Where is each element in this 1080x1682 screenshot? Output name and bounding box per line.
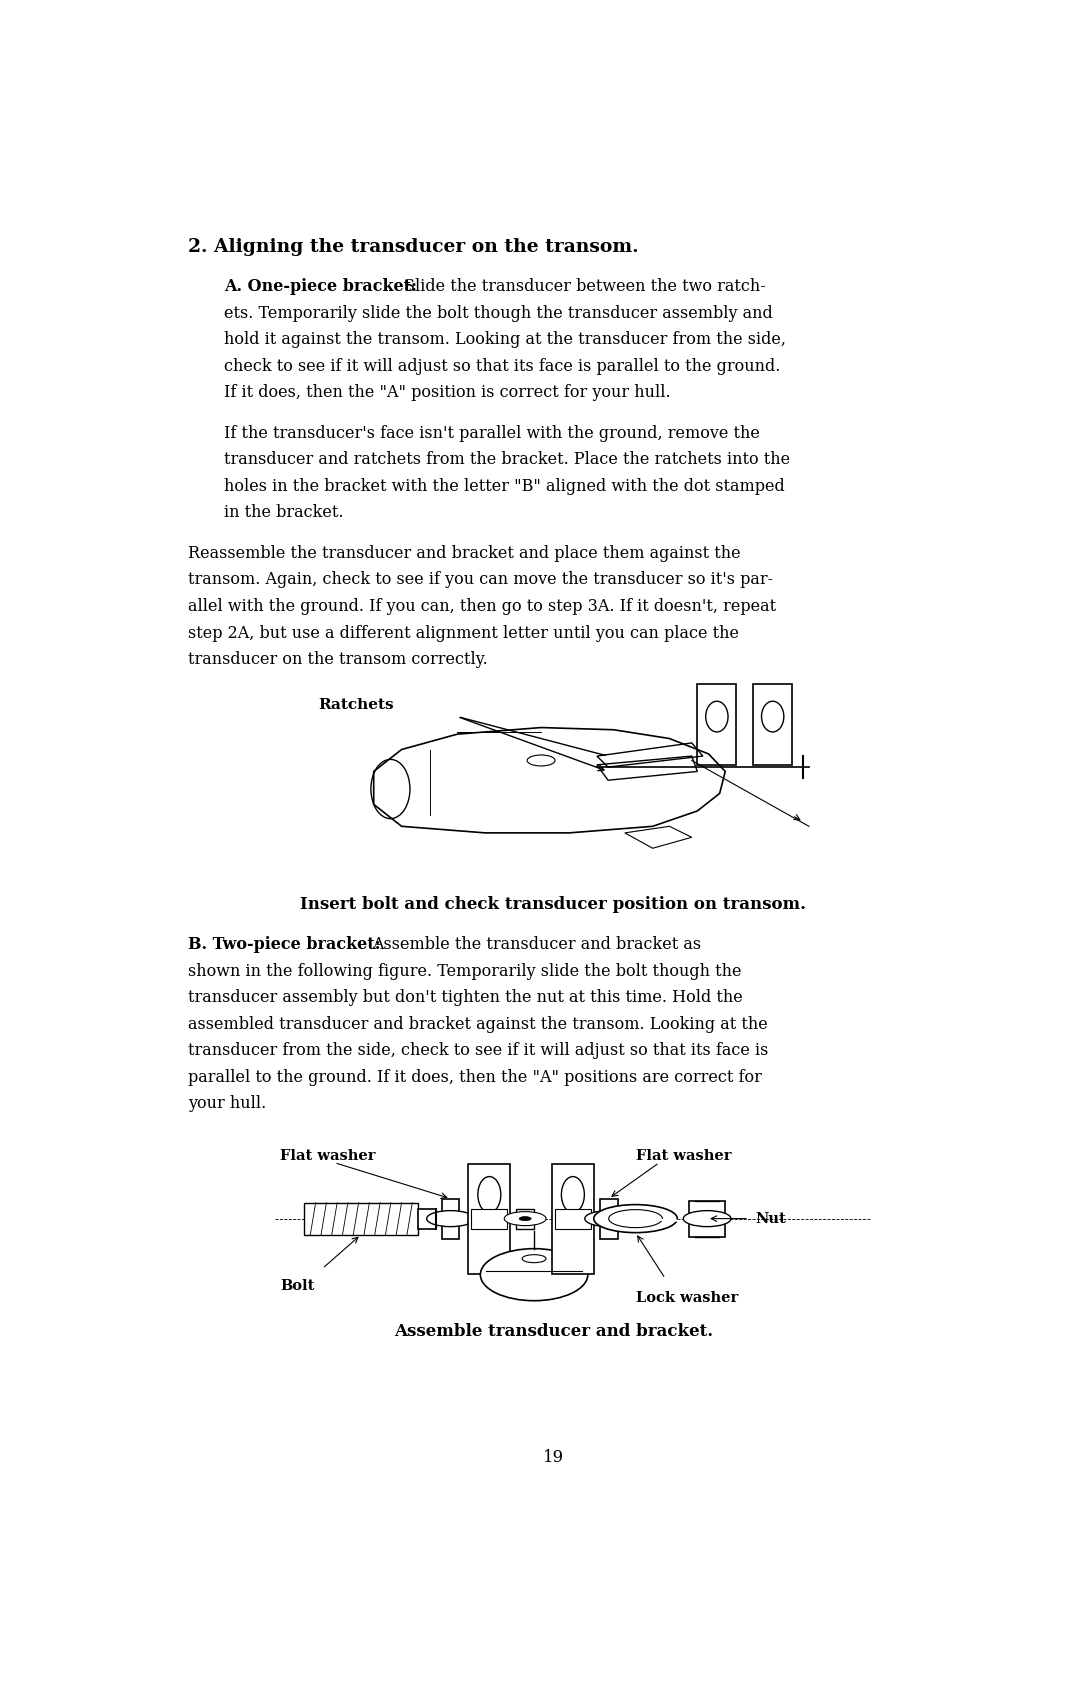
Circle shape xyxy=(504,1211,546,1226)
Text: shown in the following figure. Temporarily slide the bolt though the: shown in the following figure. Temporari… xyxy=(188,962,741,979)
Text: Nut: Nut xyxy=(755,1211,785,1226)
Text: If it does, then the "A" position is correct for your hull.: If it does, then the "A" position is cor… xyxy=(225,383,671,402)
Text: in the bracket.: in the bracket. xyxy=(225,505,343,521)
Text: step 2A, but use a different alignment letter until you can place the: step 2A, but use a different alignment l… xyxy=(188,624,739,641)
Text: Lock washer: Lock washer xyxy=(635,1290,738,1305)
Bar xyxy=(516,1209,535,1228)
Text: Assemble the transducer and bracket as: Assemble the transducer and bracket as xyxy=(373,937,701,954)
Text: Bolt: Bolt xyxy=(281,1278,315,1293)
Ellipse shape xyxy=(481,1248,588,1300)
Bar xyxy=(689,1201,725,1236)
Text: parallel to the ground. If it does, then the "A" positions are correct for: parallel to the ground. If it does, then… xyxy=(188,1068,761,1087)
Bar xyxy=(418,1209,435,1228)
Text: ets. Temporarily slide the bolt though the transducer assembly and: ets. Temporarily slide the bolt though t… xyxy=(225,304,773,321)
Text: hold it against the transom. Looking at the transducer from the side,: hold it against the transom. Looking at … xyxy=(225,331,786,348)
Bar xyxy=(469,1164,510,1273)
Text: Reassemble the transducer and bracket and place them against the: Reassemble the transducer and bracket an… xyxy=(188,545,740,562)
Text: transom. Again, check to see if you can move the transducer so it's par-: transom. Again, check to see if you can … xyxy=(188,572,773,589)
Text: transducer on the transom correctly.: transducer on the transom correctly. xyxy=(188,651,487,668)
Text: transducer and ratchets from the bracket. Place the ratchets into the: transducer and ratchets from the bracket… xyxy=(225,451,791,468)
Bar xyxy=(599,1199,618,1238)
Circle shape xyxy=(684,1211,731,1226)
Text: Insert bolt and check transducer position on transom.: Insert bolt and check transducer positio… xyxy=(300,897,807,913)
Circle shape xyxy=(594,1204,677,1233)
Ellipse shape xyxy=(562,1177,584,1213)
Bar xyxy=(305,1203,418,1235)
Text: Ratchets: Ratchets xyxy=(318,698,393,711)
Text: If the transducer's face isn't parallel with the ground, remove the: If the transducer's face isn't parallel … xyxy=(225,426,760,442)
Text: Assemble transducer and bracket.: Assemble transducer and bracket. xyxy=(394,1322,713,1339)
Circle shape xyxy=(427,1211,474,1226)
Text: your hull.: your hull. xyxy=(188,1095,266,1112)
Text: assembled transducer and bracket against the transom. Looking at the: assembled transducer and bracket against… xyxy=(188,1016,768,1033)
Text: transducer assembly but don't tighten the nut at this time. Hold the: transducer assembly but don't tighten th… xyxy=(188,989,742,1006)
Text: A. One-piece bracket:: A. One-piece bracket: xyxy=(225,278,417,294)
Bar xyxy=(442,1199,459,1238)
Circle shape xyxy=(609,1209,662,1228)
Text: Slide the transducer between the two ratch-: Slide the transducer between the two rat… xyxy=(404,278,766,294)
Text: holes in the bracket with the letter "B" aligned with the dot stamped: holes in the bracket with the letter "B"… xyxy=(225,478,785,495)
Bar xyxy=(555,1209,591,1228)
Text: check to see if it will adjust so that its face is parallel to the ground.: check to see if it will adjust so that i… xyxy=(225,358,781,375)
Ellipse shape xyxy=(477,1177,501,1213)
Circle shape xyxy=(519,1216,531,1221)
Circle shape xyxy=(584,1211,633,1226)
Text: Flat washer: Flat washer xyxy=(635,1149,731,1162)
Text: transducer from the side, check to see if it will adjust so that its face is: transducer from the side, check to see i… xyxy=(188,1043,768,1060)
Bar xyxy=(472,1209,508,1228)
Text: 19: 19 xyxy=(543,1450,564,1467)
Text: allel with the ground. If you can, then go to step 3A. If it doesn't, repeat: allel with the ground. If you can, then … xyxy=(188,599,775,616)
Text: B. Two-piece bracket:: B. Two-piece bracket: xyxy=(188,937,380,954)
Circle shape xyxy=(522,1255,546,1263)
Text: Flat washer: Flat washer xyxy=(281,1149,376,1162)
Bar xyxy=(552,1164,594,1273)
Text: 2. Aligning the transducer on the transom.: 2. Aligning the transducer on the transo… xyxy=(188,239,638,256)
